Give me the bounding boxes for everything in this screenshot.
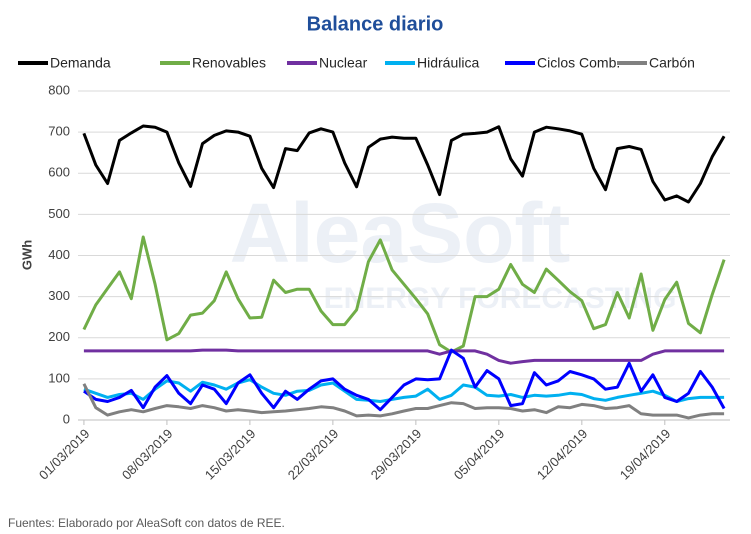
x-tick-label: 01/03/2019 xyxy=(36,426,93,483)
legend-label: Ciclos Comb. xyxy=(537,55,620,71)
legend-label: Demanda xyxy=(50,55,111,71)
x-tick-label: 19/04/2019 xyxy=(617,426,674,483)
y-tick-label: 600 xyxy=(48,165,70,180)
series-line xyxy=(83,378,725,403)
series-line xyxy=(83,348,726,412)
series-line xyxy=(82,383,725,420)
x-tick-label: 05/04/2019 xyxy=(451,426,508,483)
y-tick-label: 0 xyxy=(63,411,70,426)
x-tick-label: 29/03/2019 xyxy=(368,426,425,483)
y-tick-label: 700 xyxy=(48,124,70,139)
x-tick-label: 08/03/2019 xyxy=(119,426,176,483)
legend-label: Nuclear xyxy=(319,55,368,71)
legend-label: Carbón xyxy=(649,55,695,71)
x-tick-label: 12/04/2019 xyxy=(534,426,591,483)
watermark: AleaSoft xyxy=(230,186,571,280)
chart-title: Balance diario xyxy=(307,13,444,35)
x-tick-label: 22/03/2019 xyxy=(285,426,342,483)
series-line xyxy=(82,235,726,354)
y-tick-label: 100 xyxy=(48,370,70,385)
x-tick-label: 15/03/2019 xyxy=(202,426,259,483)
legend-label: Hidráulica xyxy=(417,55,479,71)
source-note: Fuentes: Elaborado por AleaSoft con dato… xyxy=(8,516,285,530)
series-line xyxy=(82,124,726,204)
y-tick-label: 500 xyxy=(48,206,70,221)
y-tick-label: 800 xyxy=(48,82,70,97)
y-axis-label: GWh xyxy=(19,240,34,270)
y-tick-label: 300 xyxy=(48,288,70,303)
series-line xyxy=(83,348,725,365)
y-tick-label: 200 xyxy=(48,329,70,344)
y-tick-label: 400 xyxy=(48,247,70,262)
legend-label: Renovables xyxy=(192,55,266,71)
